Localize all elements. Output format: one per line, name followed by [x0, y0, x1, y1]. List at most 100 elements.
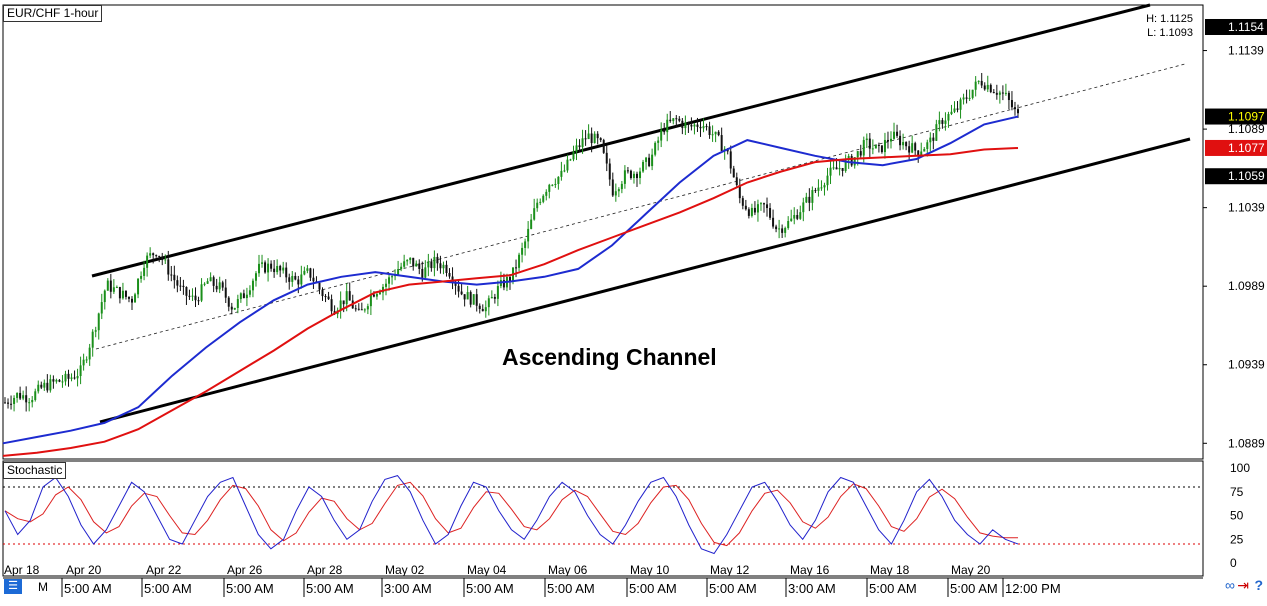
stoch-tick-label: 25 [1230, 532, 1244, 546]
candle-body [13, 397, 16, 404]
candle-body [418, 263, 421, 269]
candle-body [645, 157, 648, 162]
candle-body [814, 190, 817, 192]
candle-body [433, 256, 436, 269]
candle-body [236, 299, 239, 308]
time-label: 5:00 AM [226, 581, 274, 596]
candle-body [279, 265, 282, 271]
candle-body [769, 208, 772, 218]
candle-body [871, 148, 874, 150]
candle-body [357, 308, 360, 310]
date-label: May 06 [548, 563, 588, 577]
candle-body [639, 171, 642, 179]
candle-body [796, 215, 799, 219]
candle-body [756, 204, 759, 213]
candle-body [542, 195, 545, 202]
candle-body [838, 168, 841, 170]
candle-body [844, 160, 847, 171]
high-low-readout: H: 1.1125 L: 1.1093 [1146, 12, 1193, 40]
candle-body [735, 177, 738, 186]
stochastic-panel-frame [2, 460, 1204, 577]
price-tag [1205, 108, 1267, 125]
candle-body [590, 133, 593, 144]
date-label: May 10 [630, 563, 670, 577]
candle-body [741, 198, 744, 206]
candle-body [1007, 92, 1010, 101]
candle-body [587, 133, 590, 140]
period-label[interactable]: M [38, 580, 48, 594]
candle-body [775, 226, 778, 230]
candle-body [908, 146, 911, 153]
candle-body [40, 384, 43, 388]
candle-body [947, 114, 950, 121]
menu-icon[interactable]: ☰ [4, 579, 22, 594]
candle-body [339, 300, 342, 311]
candle-body [454, 283, 457, 286]
price-tag [1205, 168, 1267, 185]
candle-body [146, 255, 149, 268]
candle-body [442, 264, 445, 269]
candle-body [52, 379, 55, 382]
candle-body [620, 183, 623, 190]
candle-body [657, 140, 660, 143]
candle-body [345, 291, 348, 305]
candle-body [221, 282, 224, 288]
candle-body [874, 144, 877, 149]
candle-body [651, 154, 654, 167]
time-label: 3:00 AM [384, 581, 432, 596]
candle-body [823, 185, 826, 188]
link-icon[interactable]: ∞ [1225, 577, 1235, 593]
candle-body [248, 290, 251, 295]
candle-body [245, 294, 248, 299]
candle-body [902, 142, 905, 146]
help-icon[interactable]: ? [1254, 577, 1263, 593]
candle-body [660, 129, 663, 141]
candle-body [306, 268, 309, 271]
candle-body [28, 402, 31, 404]
candle-body [388, 277, 391, 284]
candle-body [149, 253, 152, 256]
y-tick-label: 1.0989 [1228, 279, 1265, 293]
candle-body [140, 275, 143, 279]
price-panel-frame [2, 4, 1204, 460]
candle-body [989, 84, 992, 93]
candle-body [112, 287, 115, 292]
candle-body [49, 379, 52, 391]
candle-body [484, 307, 487, 312]
candle-body [569, 159, 572, 161]
candle-body [124, 290, 127, 297]
candle-body [829, 167, 832, 176]
candle-body [258, 263, 261, 274]
candle-body [158, 255, 161, 257]
candle-body [536, 202, 539, 209]
candle-body [911, 143, 914, 153]
candle-body [853, 157, 856, 166]
candle-body [188, 295, 191, 297]
candle-body [998, 92, 1001, 95]
candle-body [230, 306, 233, 310]
candle-body [493, 296, 496, 299]
candle-body [977, 80, 980, 82]
candle-body [218, 282, 221, 290]
candle-body [956, 108, 959, 110]
time-label: 5:00 AM [709, 581, 757, 596]
candle-body [962, 97, 965, 100]
candle-body [581, 138, 584, 148]
candle-body [629, 170, 632, 179]
candle-body [929, 137, 932, 143]
stoch-tick-label: 0 [1230, 556, 1237, 570]
candle-body [297, 279, 300, 285]
candle-body [70, 377, 73, 379]
arrow-icon[interactable]: ⇥ [1237, 577, 1249, 593]
candle-body [551, 184, 554, 186]
candle-body [614, 191, 617, 196]
candle-body [992, 92, 995, 94]
candle-body [599, 138, 602, 141]
candle-body [37, 384, 40, 392]
candle-body [294, 275, 297, 280]
candle-body [203, 283, 206, 285]
candle-body [131, 298, 134, 303]
candle-body [548, 184, 551, 192]
candle-body [896, 131, 899, 136]
